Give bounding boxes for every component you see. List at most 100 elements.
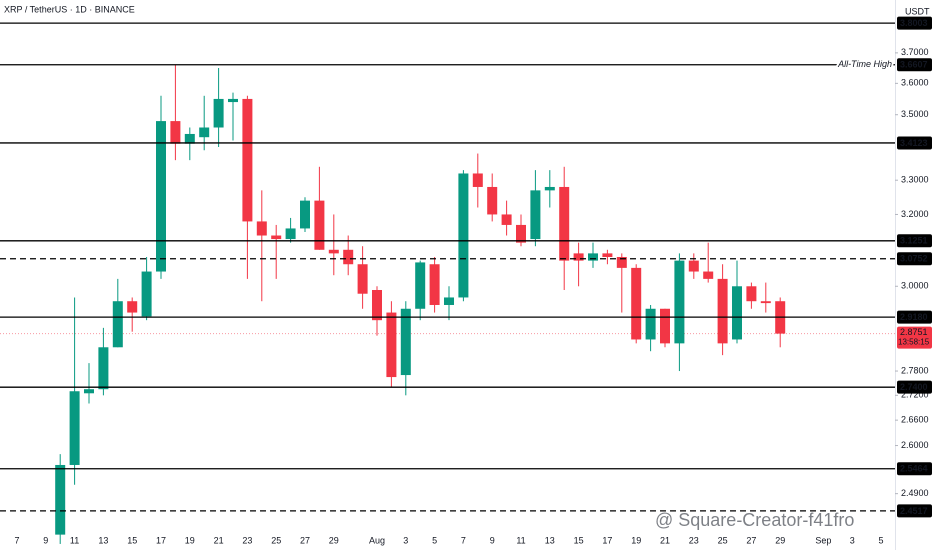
y-tick-label: 3.7000 bbox=[901, 47, 929, 57]
level-note: All-Time High bbox=[837, 59, 892, 69]
x-tick-label: 23 bbox=[689, 535, 699, 545]
candle-body bbox=[300, 200, 310, 229]
candle-body bbox=[544, 186, 555, 191]
level-label-box bbox=[897, 504, 932, 518]
candle-body bbox=[69, 391, 80, 465]
x-tick-label: 3 bbox=[403, 535, 408, 545]
countdown-label: 13:58:15 bbox=[898, 338, 930, 347]
x-tick-label: Aug bbox=[369, 535, 385, 545]
y-tick-label: 3.5000 bbox=[901, 109, 929, 119]
y-tick-label: 3.6000 bbox=[901, 78, 929, 88]
candle-body bbox=[458, 173, 469, 298]
x-tick-label: 29 bbox=[775, 535, 785, 545]
level-label-box bbox=[897, 16, 932, 30]
candle-body bbox=[530, 190, 541, 240]
level-label: 2.4517 bbox=[900, 506, 928, 516]
x-tick-label: 9 bbox=[490, 535, 495, 545]
y-tick-label: 2.4900 bbox=[901, 488, 929, 498]
level-label-box bbox=[897, 234, 932, 248]
x-tick-label: 27 bbox=[300, 535, 310, 545]
candle-body bbox=[400, 308, 411, 376]
candle-body bbox=[314, 200, 325, 250]
candle-body bbox=[631, 267, 642, 340]
watermark: @ Square-Creator-f41fro bbox=[655, 510, 854, 530]
x-tick-label: 19 bbox=[631, 535, 641, 545]
x-tick-label: 19 bbox=[185, 535, 195, 545]
candle-body bbox=[429, 264, 440, 305]
x-tick-label: 21 bbox=[660, 535, 670, 545]
x-tick-label: Sep bbox=[815, 535, 831, 545]
level-label: 3.0752 bbox=[900, 254, 928, 264]
level-label: 3.4123 bbox=[900, 138, 928, 148]
candle-body bbox=[660, 308, 670, 344]
level-label: 2.7400 bbox=[900, 382, 928, 392]
y-tick-label: 2.7800 bbox=[901, 365, 929, 375]
candle-body bbox=[228, 98, 238, 103]
candle-body bbox=[645, 308, 656, 340]
x-tick-label: 9 bbox=[43, 535, 48, 545]
x-tick-label: 15 bbox=[574, 535, 584, 545]
candle-body bbox=[98, 347, 109, 390]
x-tick-label: 21 bbox=[214, 535, 224, 545]
candle-body bbox=[674, 260, 685, 344]
candle-body bbox=[444, 297, 454, 305]
x-tick-label: 29 bbox=[329, 535, 339, 545]
candle-body bbox=[55, 464, 66, 535]
candle-body bbox=[746, 286, 757, 302]
candle-body bbox=[472, 173, 483, 187]
candle-body bbox=[199, 127, 210, 138]
level-label: 2.9180 bbox=[900, 312, 928, 322]
x-tick-label: 7 bbox=[14, 535, 19, 545]
candle-body bbox=[242, 98, 253, 222]
x-tick-label: 5 bbox=[432, 535, 437, 545]
level-label-box bbox=[897, 310, 932, 324]
y-tick-label: 3.3000 bbox=[901, 175, 929, 185]
candle-body bbox=[732, 286, 742, 340]
candle-body bbox=[372, 289, 382, 321]
candle-body bbox=[343, 249, 354, 265]
candle-body bbox=[616, 256, 627, 268]
level-label: 3.8003 bbox=[900, 18, 928, 28]
x-tick-label: 17 bbox=[602, 535, 612, 545]
candle-body bbox=[127, 301, 138, 313]
level-label-box bbox=[897, 252, 932, 266]
candle-body bbox=[112, 301, 123, 348]
y-tick-label: 3.2000 bbox=[901, 209, 929, 219]
candle-body bbox=[516, 224, 526, 243]
candle-body bbox=[588, 253, 598, 261]
chart-title: XRP / TetherUS · 1D · BINANCE bbox=[4, 4, 135, 14]
level-label-box bbox=[897, 462, 932, 476]
candle-body bbox=[487, 186, 498, 215]
x-tick-label: 5 bbox=[878, 535, 883, 545]
last-price-box bbox=[897, 326, 932, 349]
x-tick-label: 25 bbox=[718, 535, 728, 545]
y-tick-label: 2.6000 bbox=[901, 440, 929, 450]
x-tick-label: 23 bbox=[242, 535, 252, 545]
candle-body bbox=[285, 228, 296, 240]
x-tick-label: 17 bbox=[156, 535, 166, 545]
candle-body bbox=[573, 253, 584, 261]
level-label: 3.1251 bbox=[900, 236, 928, 246]
level-label-box bbox=[897, 58, 932, 72]
candle-body bbox=[170, 121, 181, 144]
candle-body bbox=[415, 262, 426, 309]
last-price-label: 2.8751 bbox=[900, 327, 928, 337]
level-label-box bbox=[897, 136, 932, 150]
candle-body bbox=[156, 121, 166, 272]
candle-body bbox=[386, 312, 397, 378]
x-tick-label: 15 bbox=[127, 535, 137, 545]
x-tick-label: 11 bbox=[70, 535, 79, 545]
y-tick-label: 2.7200 bbox=[901, 390, 929, 400]
level-label: 2.5464 bbox=[900, 464, 928, 474]
x-tick-label: 3 bbox=[850, 535, 855, 545]
x-tick-label: 13 bbox=[98, 535, 108, 545]
candle-body bbox=[703, 271, 714, 279]
candle-body bbox=[559, 186, 570, 261]
candle-body bbox=[213, 98, 224, 128]
x-tick-label: 25 bbox=[271, 535, 281, 545]
candle-body bbox=[357, 264, 368, 294]
x-tick-label: 27 bbox=[746, 535, 756, 545]
candle-body bbox=[256, 221, 267, 236]
